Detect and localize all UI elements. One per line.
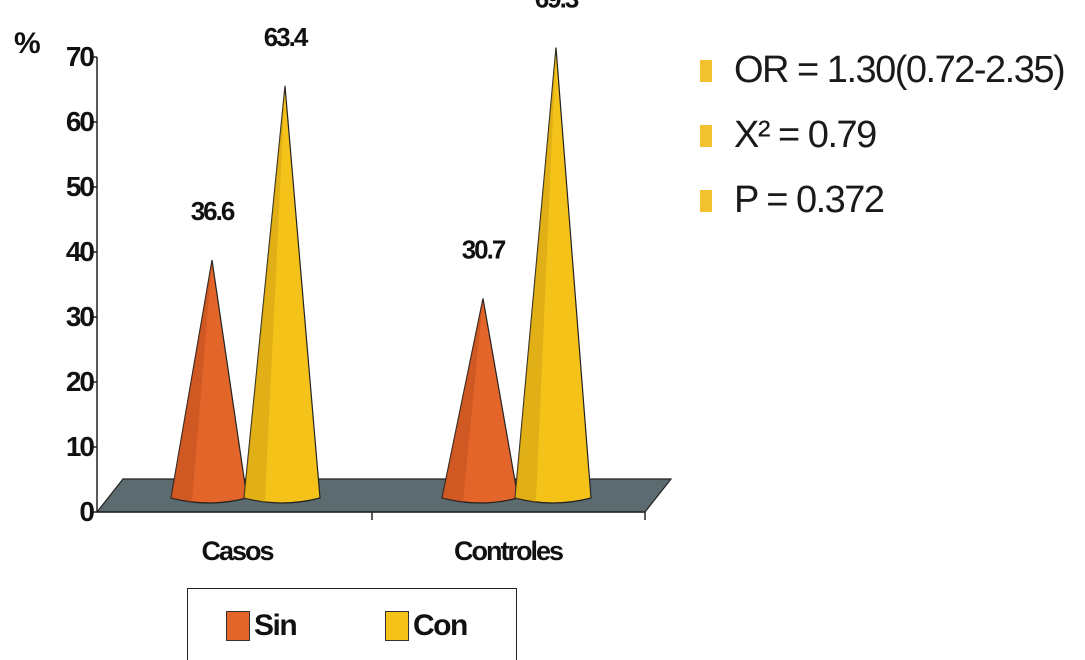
legend-label-sin: Sin	[254, 609, 298, 642]
cone-shade	[515, 47, 556, 503]
legend-label-con: Con	[413, 609, 468, 642]
stat-p-value: P = 0.372	[700, 168, 1064, 233]
cone-sin-casos	[170, 259, 248, 504]
cone-con-casos	[243, 85, 321, 504]
cone-body	[243, 85, 321, 504]
stat-text: P = 0.372	[734, 179, 885, 221]
bullet-icon	[700, 59, 712, 82]
data-label: 30.7	[462, 234, 506, 264]
cone-sin-controles	[441, 298, 519, 504]
bullet-icon	[700, 124, 712, 147]
bullet-icon	[700, 189, 712, 212]
y-unit-label: %	[14, 27, 41, 60]
data-label: 63.4	[264, 22, 309, 52]
legend-swatch-con	[385, 611, 409, 641]
y-tick-label: 40	[66, 236, 95, 267]
legend-item-sin: Sin	[226, 609, 298, 643]
y-tick-label: 20	[66, 366, 95, 397]
cone-shade	[171, 260, 212, 502]
x-tick-label: Controles	[454, 536, 563, 566]
statistics-list: OR = 1.30(0.72-2.35) X² = 0.79 P = 0.372	[700, 38, 1066, 233]
stat-chi-square: X² = 0.79	[700, 103, 1064, 168]
chart-legend: Sin Con	[187, 588, 517, 660]
cone-shade	[244, 85, 285, 503]
stat-text: X² = 0.79	[734, 114, 877, 156]
cone-shade	[442, 298, 483, 502]
y-tick-label: 30	[66, 301, 95, 332]
y-tick-label: 60	[66, 106, 95, 137]
y-tick-label: 10	[66, 431, 95, 462]
legend-swatch-sin	[226, 611, 250, 641]
stat-odds-ratio: OR = 1.30(0.72-2.35)	[700, 38, 1066, 103]
stat-text: OR = 1.30(0.72-2.35)	[734, 49, 1066, 91]
cone-body	[514, 47, 592, 504]
cone-con-controles	[514, 47, 592, 504]
data-label: 36.6	[191, 196, 235, 226]
x-tick-label: Casos	[201, 536, 273, 566]
y-tick-label: 0	[79, 496, 94, 527]
y-tick-label: 50	[66, 171, 95, 202]
legend-item-con: Con	[385, 609, 468, 643]
y-tick-label: 70	[66, 41, 95, 72]
data-label: 69.3	[535, 0, 579, 14]
